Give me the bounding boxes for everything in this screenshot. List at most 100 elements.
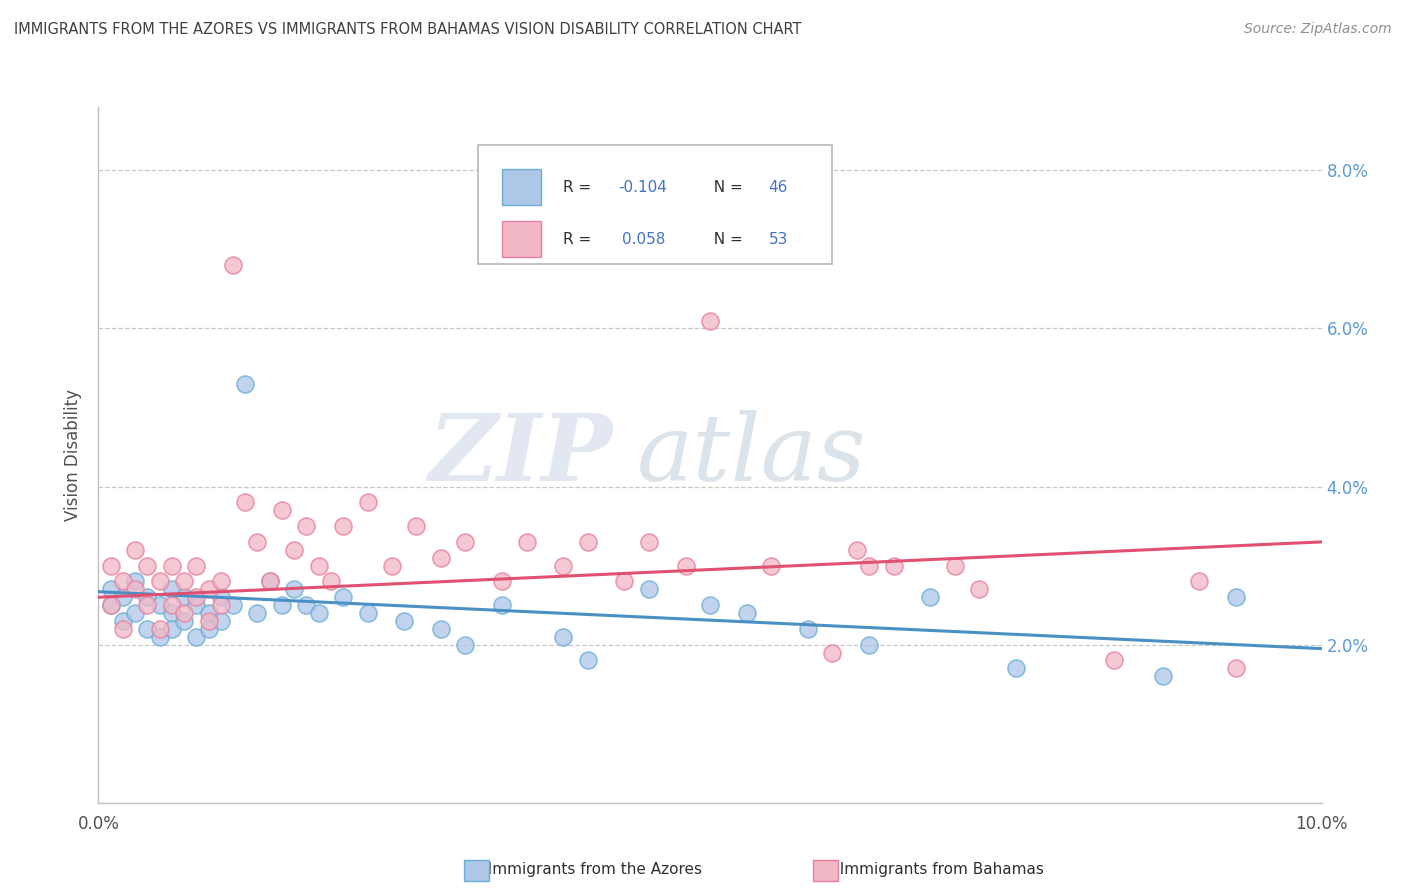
Point (124, 542, 146, 557)
Point (735, 606, 758, 620)
Point (259, 574, 281, 589)
Point (1004, 661, 1026, 675)
Point (699, 598, 721, 612)
Point (1152, 669, 1174, 683)
Point (111, 622, 134, 636)
Point (270, 598, 292, 612)
Point (111, 591, 134, 605)
Point (149, 574, 172, 589)
Point (197, 606, 219, 620)
Point (699, 313, 721, 327)
Point (136, 622, 159, 636)
Point (967, 582, 990, 597)
Point (943, 558, 966, 573)
Point (160, 622, 183, 636)
Point (283, 582, 305, 597)
Point (1102, 653, 1125, 667)
Point (858, 638, 880, 652)
Point (1188, 574, 1211, 589)
Text: 0.058: 0.058 (621, 232, 665, 247)
Point (295, 598, 318, 612)
Point (283, 542, 305, 557)
FancyBboxPatch shape (478, 145, 832, 263)
Point (160, 598, 183, 612)
Point (491, 598, 513, 612)
Text: atlas: atlas (637, 410, 866, 500)
Point (246, 534, 269, 549)
Text: R =: R = (564, 179, 596, 194)
Point (124, 606, 146, 620)
Point (197, 582, 219, 597)
Point (797, 622, 820, 636)
Point (356, 495, 378, 509)
Point (332, 519, 354, 533)
Point (845, 542, 868, 557)
Point (149, 630, 172, 644)
Point (491, 574, 513, 589)
Point (100, 558, 122, 573)
Point (270, 503, 292, 517)
Point (186, 591, 208, 605)
Point (381, 558, 404, 573)
Point (613, 574, 636, 589)
Point (160, 558, 183, 573)
Point (430, 622, 453, 636)
Text: IMMIGRANTS FROM THE AZORES VS IMMIGRANTS FROM BAHAMAS VISION DISABILITY CORRELAT: IMMIGRANTS FROM THE AZORES VS IMMIGRANTS… (14, 22, 801, 37)
Point (637, 582, 661, 597)
Point (454, 534, 477, 549)
Point (186, 630, 208, 644)
Point (883, 558, 905, 573)
Point (111, 574, 134, 589)
Point (222, 598, 245, 612)
Point (576, 653, 599, 667)
Point (821, 646, 844, 660)
FancyBboxPatch shape (502, 169, 541, 205)
Point (319, 574, 342, 589)
Text: N =: N = (704, 232, 748, 247)
Point (233, 495, 256, 509)
Point (124, 582, 146, 597)
Text: Immigrants from the Azores: Immigrants from the Azores (478, 863, 702, 877)
Point (222, 258, 245, 272)
Point (675, 558, 697, 573)
Text: Immigrants from Bahamas: Immigrants from Bahamas (830, 863, 1043, 877)
Point (149, 622, 172, 636)
Point (356, 606, 378, 620)
Point (173, 591, 195, 605)
Point (173, 606, 195, 620)
Text: 46: 46 (769, 179, 789, 194)
Point (100, 598, 122, 612)
Point (858, 558, 880, 573)
FancyBboxPatch shape (502, 221, 541, 257)
Point (209, 591, 232, 605)
Point (295, 519, 318, 533)
Text: 53: 53 (769, 232, 789, 247)
Point (136, 558, 159, 573)
Text: ZIP: ZIP (427, 410, 612, 500)
Point (1225, 591, 1247, 605)
Point (136, 598, 159, 612)
Point (100, 598, 122, 612)
Point (136, 591, 159, 605)
Point (332, 591, 354, 605)
Point (576, 534, 599, 549)
Point (246, 606, 269, 620)
Point (160, 606, 183, 620)
Point (308, 558, 330, 573)
Text: Source: ZipAtlas.com: Source: ZipAtlas.com (1244, 22, 1392, 37)
Point (149, 598, 172, 612)
Point (100, 582, 122, 597)
Point (160, 582, 183, 597)
Point (209, 598, 232, 612)
Point (209, 614, 232, 628)
Point (516, 534, 538, 549)
Point (259, 574, 281, 589)
Point (111, 614, 134, 628)
Point (233, 376, 256, 391)
Point (405, 519, 427, 533)
Point (920, 591, 942, 605)
Point (392, 614, 416, 628)
Point (308, 606, 330, 620)
Point (197, 614, 219, 628)
Point (173, 574, 195, 589)
